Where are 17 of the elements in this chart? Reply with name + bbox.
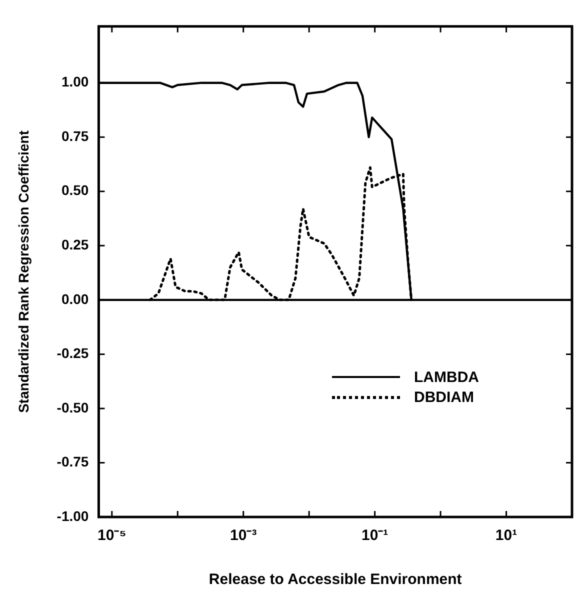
y-tick-label: 1.00 [61,74,89,90]
x-tick-label: 10⁻⁵ [98,527,126,544]
y-tick-label: 0.75 [61,128,89,144]
x-tick-label: 10⁻¹ [361,527,388,544]
y-tick-label: -1.00 [56,508,89,524]
x-tick-label: 10¹ [495,527,518,544]
x-axis-title: Release to Accessible Environment [208,571,462,588]
legend-label: LAMBDA [414,368,479,386]
y-tick-label: 0.00 [61,290,89,307]
y-axis-title: Standardized Rank Regression Coefficient [15,130,32,413]
y-tick-label: -0.25 [56,345,89,362]
legend-label: DBDIAM [414,388,474,406]
y-tick-label: -0.50 [56,399,89,416]
y-tick-label: -0.75 [56,454,89,470]
y-tick-label: 0.50 [61,182,89,198]
x-tick-label: 10⁻³ [230,527,257,544]
y-tick-label: 0.25 [61,236,89,253]
